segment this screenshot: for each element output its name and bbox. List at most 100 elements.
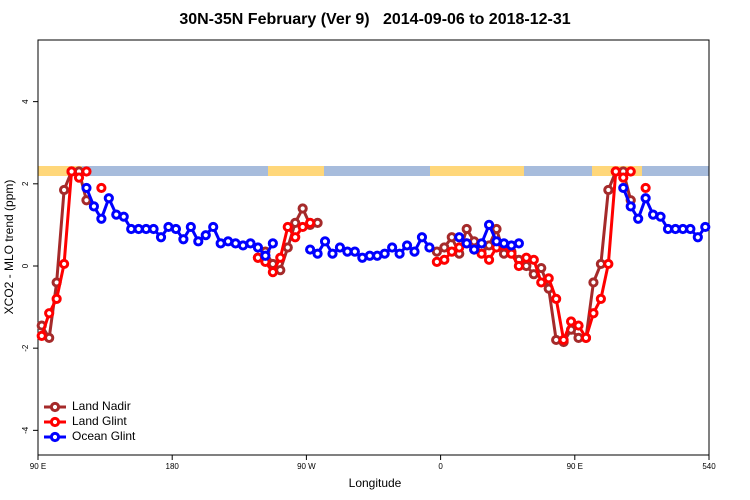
data-point <box>513 238 524 249</box>
x-tick-label: 0 <box>438 462 443 471</box>
data-point <box>580 332 592 343</box>
data-point <box>454 232 465 243</box>
plot-frame <box>37 39 710 456</box>
data-point <box>595 293 606 304</box>
data-point <box>96 213 107 224</box>
data-point <box>401 240 413 251</box>
y-axis-label: XCO2 - MLO trend (ppm) <box>2 180 16 315</box>
data-point <box>640 193 651 204</box>
data-point <box>305 217 316 228</box>
data-point <box>88 201 100 212</box>
data-point <box>267 267 278 278</box>
x-axis-label: Longitude <box>349 476 402 490</box>
data-point <box>178 234 189 245</box>
legend-label: Land Glint <box>72 414 127 428</box>
data-point <box>476 238 487 249</box>
data-point <box>588 277 599 288</box>
data-point <box>446 246 457 257</box>
data-point <box>51 293 62 304</box>
data-point <box>633 213 644 224</box>
legend-marker <box>49 431 61 443</box>
x-tick-label: 180 <box>166 462 180 471</box>
data-point <box>282 242 293 253</box>
data-point <box>565 316 577 327</box>
data-point <box>73 172 85 183</box>
data-point <box>491 223 502 235</box>
x-tick-label: 540 <box>702 462 716 471</box>
data-point <box>439 242 450 253</box>
data-point <box>506 248 517 259</box>
data-point <box>655 211 666 222</box>
legend-marker <box>49 416 61 428</box>
land-band <box>268 166 324 176</box>
data-point <box>66 166 77 177</box>
data-point <box>275 252 286 263</box>
data-point <box>252 242 264 253</box>
data-point <box>409 246 420 257</box>
data-point <box>394 248 405 259</box>
data-point <box>193 236 204 247</box>
data-point <box>290 232 301 243</box>
data-point <box>155 232 167 243</box>
data-point <box>588 308 599 319</box>
data-point <box>282 221 293 233</box>
y-tick-label: -2 <box>21 344 30 352</box>
data-point <box>416 232 428 243</box>
data-point <box>379 248 390 259</box>
legend-label: Ocean Glint <box>72 429 136 443</box>
data-point <box>700 221 711 233</box>
data-point <box>349 246 360 257</box>
land-ocean-band <box>38 166 709 176</box>
data-point <box>334 242 346 253</box>
y-tick-label: 0 <box>21 263 30 268</box>
data-point <box>319 236 331 247</box>
data-point <box>476 248 487 259</box>
data-point <box>618 172 629 183</box>
data-point <box>312 248 323 259</box>
data-point <box>536 277 547 288</box>
legend-label: Land Nadir <box>72 399 131 413</box>
data-point <box>170 223 182 235</box>
data-point <box>208 221 219 233</box>
data-point <box>603 184 614 196</box>
x-tick-label: 90 W <box>297 462 316 471</box>
land-band <box>38 166 82 176</box>
ocean-band <box>38 166 709 176</box>
data-point <box>573 320 584 331</box>
data-point <box>513 260 524 272</box>
data-point <box>640 182 651 194</box>
land-band <box>430 166 524 176</box>
data-point <box>603 258 614 270</box>
data-point <box>424 242 435 253</box>
data-point <box>267 238 278 249</box>
data-point <box>148 223 159 235</box>
data-point <box>245 238 256 249</box>
y-tick-label: -4 <box>21 426 30 434</box>
data-point <box>685 223 696 235</box>
data-point <box>260 250 271 261</box>
data-point <box>454 242 465 253</box>
data-point <box>185 221 196 233</box>
data-point <box>297 203 308 214</box>
x-tick-label: 90 E <box>30 462 46 471</box>
data-point <box>551 293 562 304</box>
y-tick-label: 4 <box>21 99 30 104</box>
data-point <box>469 244 480 255</box>
data-point <box>387 242 398 253</box>
data-point <box>483 219 495 231</box>
data-point <box>58 184 70 196</box>
data-point <box>305 244 316 255</box>
data-point <box>528 254 539 265</box>
data-point <box>327 248 338 259</box>
data-point <box>461 223 472 235</box>
x-tick-label: 90 E <box>567 462 583 471</box>
data-point <box>558 334 569 346</box>
data-point <box>36 330 47 341</box>
data-point <box>44 308 55 319</box>
data-point <box>692 232 703 243</box>
data-point <box>431 246 442 257</box>
data-point <box>625 166 636 177</box>
data-point <box>58 258 70 270</box>
data-point <box>81 166 92 177</box>
